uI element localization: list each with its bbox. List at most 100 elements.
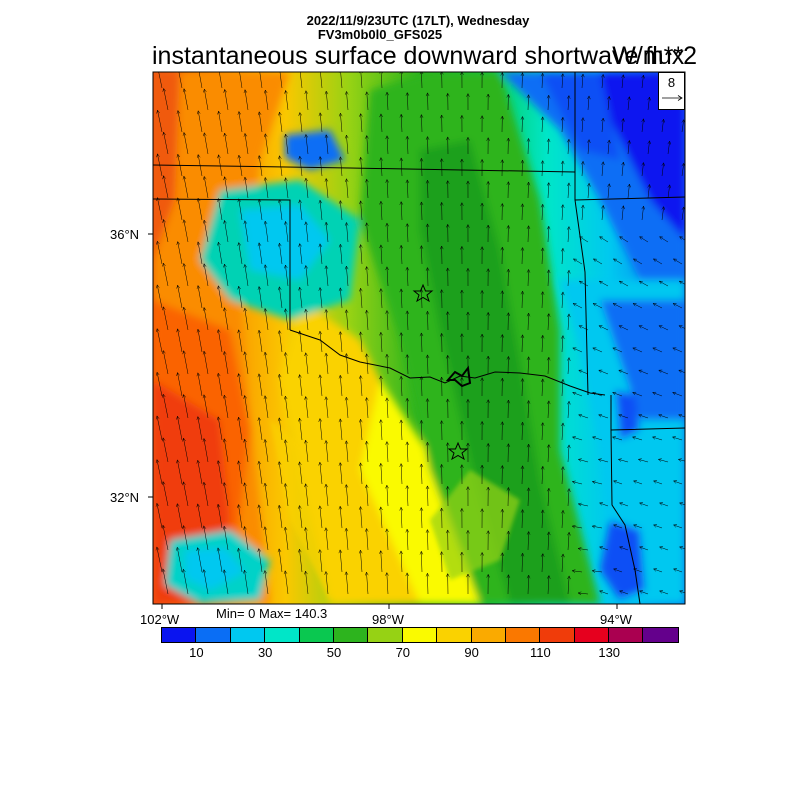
wind-arrow-head [318, 505, 322, 510]
wind-arrow [679, 236, 685, 241]
wind-arrow [380, 419, 383, 441]
wind-arrow-head [344, 265, 349, 270]
wind-arrow-head [344, 134, 349, 139]
wind-arrow-head [526, 225, 531, 230]
wind-arrow [672, 303, 683, 309]
wind-arrow-head [540, 334, 545, 339]
wind-arrow-head [506, 181, 511, 186]
wind-arrow-head [592, 258, 597, 262]
wind-arrow [366, 528, 369, 551]
wind-arrow-head [399, 201, 404, 205]
wind-arrow [421, 463, 423, 485]
wind-arrow-head [486, 311, 490, 316]
wind-arrow [299, 199, 303, 221]
wind-arrow [177, 328, 183, 353]
wind-arrow-head [202, 350, 207, 355]
wind-arrow [400, 245, 403, 265]
wind-arrow-head [439, 245, 444, 250]
wind-arrow [632, 347, 643, 353]
wind-arrow [527, 400, 529, 419]
wind-arrow-head [560, 160, 565, 165]
wind-arrow [386, 528, 389, 551]
wind-arrow-head [243, 220, 248, 225]
wind-arrow [325, 440, 329, 463]
wind-arrow-head [324, 90, 329, 95]
lon-label-102w: 102°W [140, 612, 180, 627]
wind-arrow [258, 242, 263, 265]
wind-arrow-head [405, 179, 410, 184]
wind-arrow-head [263, 351, 268, 356]
wind-arrow-head [639, 546, 644, 550]
wind-arrow [183, 307, 189, 331]
wind-arrow [521, 247, 523, 265]
wind-arrow-head [633, 568, 638, 572]
wind-arrow-head [526, 399, 531, 404]
wind-arrow [567, 444, 570, 463]
wind-arrow-head [182, 568, 186, 573]
wind-arrow [521, 378, 523, 397]
wind-arrow-head [439, 72, 444, 75]
wind-arrow [325, 222, 329, 243]
wind-arrow [279, 155, 283, 177]
wind-arrow-head [540, 72, 545, 77]
wind-arrow [203, 525, 209, 551]
wind-arrow [380, 201, 383, 221]
wind-arrow-head [304, 177, 308, 182]
wind-arrow [521, 203, 523, 221]
wind-arrow [406, 267, 409, 287]
wind-arrow [618, 325, 629, 331]
wind-arrow [621, 205, 624, 221]
wind-arrow-head [526, 312, 531, 317]
wind-arrow-head [257, 460, 261, 465]
wind-arrow-head [500, 421, 505, 426]
wind-arrow-head [597, 458, 602, 462]
wind-arrow-head [358, 549, 363, 554]
wind-arrow-head [203, 175, 207, 180]
wind-arrow-head [237, 460, 241, 465]
wind-arrow [673, 258, 683, 265]
wind-arrow [176, 547, 183, 573]
wind-arrow-head [577, 458, 582, 462]
colorbar [161, 627, 679, 643]
wind-arrow-head [520, 159, 525, 164]
wind-arrow [366, 397, 369, 419]
wind-arrow-head [572, 391, 577, 396]
wind-arrow-head [618, 369, 623, 373]
wind-arrow [258, 504, 263, 529]
wind-arrow [203, 482, 209, 507]
wind-arrow-head [217, 285, 221, 290]
wind-arrow [162, 568, 169, 595]
wind-arrow [427, 442, 429, 463]
wind-arrow [366, 353, 369, 375]
wind-arrow-head [598, 369, 603, 373]
wind-arrow-head [257, 504, 261, 509]
wind-arrow-head [243, 351, 247, 356]
wind-arrow [427, 485, 429, 507]
wind-arrow-head [612, 347, 617, 351]
wind-arrow [632, 436, 643, 441]
wind-arrow-head [182, 262, 187, 267]
wind-arrow-head [567, 182, 571, 187]
wind-arrow-head [599, 590, 604, 594]
wind-arrow-head [161, 480, 166, 485]
wind-arrow-head [627, 139, 631, 144]
wind-arrow-head [257, 416, 262, 421]
wind-arrow-head [324, 527, 328, 532]
wind-arrow [156, 459, 163, 485]
wind-arrow [340, 113, 343, 133]
wind-arrow [672, 436, 683, 441]
wind-arrow [527, 94, 529, 111]
wind-arrow-head [617, 458, 622, 462]
colorbar-label: 130 [598, 645, 621, 660]
wind-arrow [284, 570, 289, 595]
wind-arrow [652, 436, 663, 441]
wind-arrow [305, 440, 309, 463]
wind-arrow-head [385, 309, 389, 314]
wind-arrow [592, 481, 603, 485]
wind-arrow-head [182, 524, 186, 529]
wind-arrow [339, 462, 343, 485]
wind-arrow [158, 72, 163, 89]
wind-arrow [285, 396, 289, 419]
wind-arrow-head [621, 74, 625, 79]
wind-arrow [641, 118, 644, 133]
